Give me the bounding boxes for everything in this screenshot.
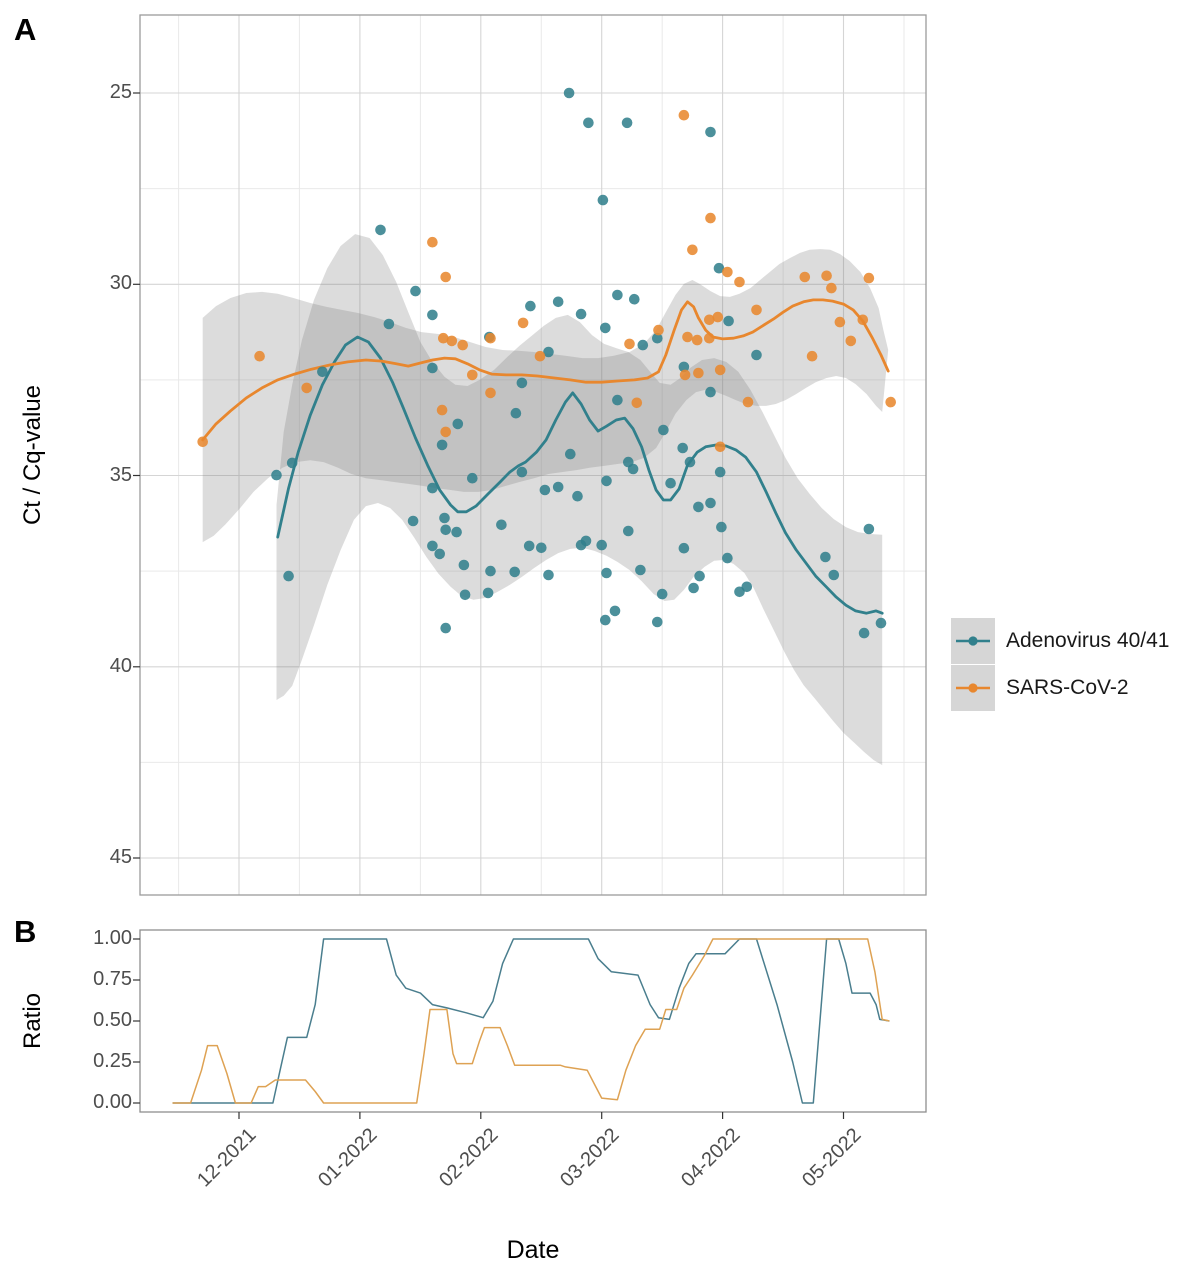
panel-b-y-tick-label: 0.50 (93, 1009, 132, 1031)
panel-a-y-tick-label: 40 (109, 654, 132, 677)
panel-a-y-tick-label: 45 (109, 846, 132, 868)
panel-a-y-axis-title: Ct / Cq-value (19, 384, 46, 526)
panel-b-y-axis-title: Ratio (19, 992, 46, 1050)
legend-key-adenovirus-glyph (951, 617, 995, 664)
legend-key-sars-cov-2-glyph (951, 664, 995, 711)
legend: Adenovirus 40/41 SARS-CoV-2 (951, 617, 1169, 711)
panel-a-y-tick-label: 35 (109, 463, 132, 486)
x-axis-title: Date (506, 1236, 560, 1264)
panel-b-y-tick-label: 0.75 (93, 968, 132, 990)
panel-b-y-tick-label: 1.00 (93, 927, 132, 949)
panel-a-label: A (14, 12, 37, 47)
panel-a-y-tick-label: 30 (109, 272, 132, 295)
legend-item-sars-cov-2: SARS-CoV-2 (951, 664, 1169, 711)
legend-item-adenovirus: Adenovirus 40/41 (951, 617, 1169, 664)
legend-label-adenovirus: Adenovirus 40/41 (1006, 628, 1170, 652)
panel-a-y-tick-label: 25 (109, 81, 132, 103)
panel-b-label: B (14, 914, 37, 949)
legend-label-sars-cov-2: SARS-CoV-2 (1006, 675, 1129, 699)
panel-b-y-tick-label: 0.25 (93, 1050, 132, 1072)
panel-b-y-tick-label: 0.00 (93, 1091, 132, 1113)
